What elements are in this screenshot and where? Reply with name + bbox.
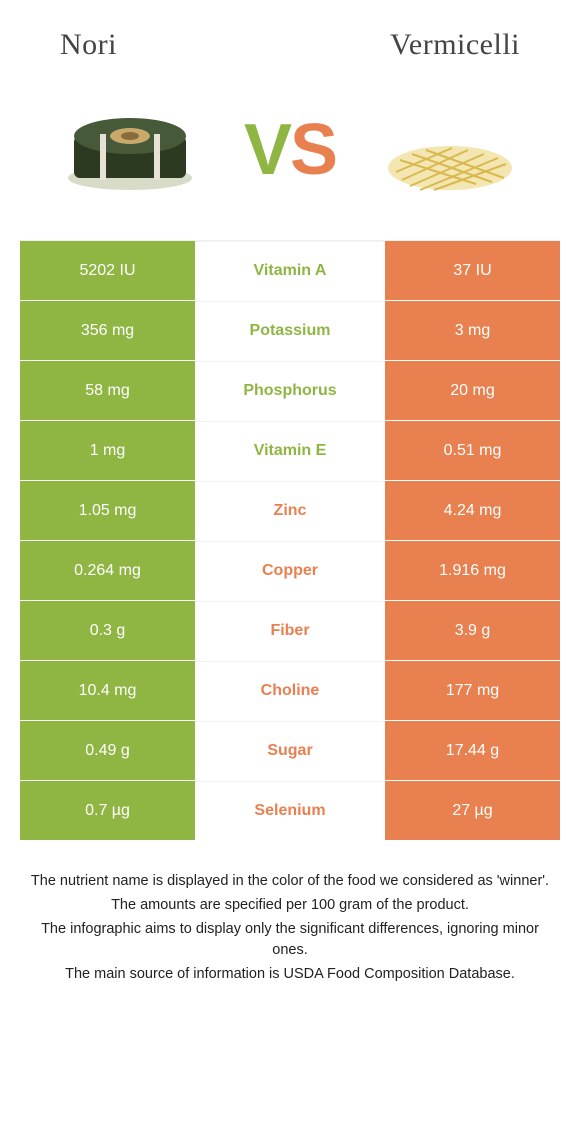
footnote-line: The amounts are specified per 100 gram o…: [30, 895, 550, 917]
comparison-table: 5202 IUVitamin A37 IU356 mgPotassium3 mg…: [20, 240, 560, 841]
table-row: 58 mgPhosphorus20 mg: [20, 361, 560, 421]
nutrient-label: Fiber: [195, 601, 385, 660]
title-left: Nori: [60, 28, 117, 62]
table-row: 1 mgVitamin E0.51 mg: [20, 421, 560, 481]
vs-label: VS: [244, 109, 336, 191]
header: Nori Vermicelli: [0, 0, 580, 80]
right-value: 27 µg: [385, 781, 560, 840]
left-value: 0.264 mg: [20, 541, 195, 600]
nutrient-label: Selenium: [195, 781, 385, 840]
vs-v: V: [244, 109, 290, 191]
right-value: 4.24 mg: [385, 481, 560, 540]
footnote-line: The infographic aims to display only the…: [30, 919, 550, 963]
nutrient-label: Choline: [195, 661, 385, 720]
nutrient-label: Sugar: [195, 721, 385, 780]
table-row: 10.4 mgCholine177 mg: [20, 661, 560, 721]
title-right: Vermicelli: [390, 28, 520, 62]
left-value: 58 mg: [20, 361, 195, 420]
right-value: 20 mg: [385, 361, 560, 420]
nutrient-label: Potassium: [195, 301, 385, 360]
right-value: 37 IU: [385, 241, 560, 300]
right-value: 1.916 mg: [385, 541, 560, 600]
left-value: 10.4 mg: [20, 661, 195, 720]
right-value: 0.51 mg: [385, 421, 560, 480]
nutrient-label: Vitamin E: [195, 421, 385, 480]
left-value: 0.49 g: [20, 721, 195, 780]
right-value: 177 mg: [385, 661, 560, 720]
footnote: The nutrient name is displayed in the co…: [30, 871, 550, 986]
nutrient-label: Vitamin A: [195, 241, 385, 300]
nutrient-label: Zinc: [195, 481, 385, 540]
left-value: 0.7 µg: [20, 781, 195, 840]
vs-s: S: [290, 109, 336, 191]
hero-row: VS: [0, 80, 580, 230]
footnote-line: The main source of information is USDA F…: [30, 964, 550, 986]
nutrient-label: Phosphorus: [195, 361, 385, 420]
left-value: 0.3 g: [20, 601, 195, 660]
nori-image: [60, 100, 200, 200]
left-value: 1.05 mg: [20, 481, 195, 540]
left-value: 356 mg: [20, 301, 195, 360]
right-value: 17.44 g: [385, 721, 560, 780]
left-value: 1 mg: [20, 421, 195, 480]
table-row: 0.49 gSugar17.44 g: [20, 721, 560, 781]
table-row: 0.7 µgSelenium27 µg: [20, 781, 560, 841]
vermicelli-image: [380, 100, 520, 200]
table-row: 0.3 gFiber3.9 g: [20, 601, 560, 661]
left-value: 5202 IU: [20, 241, 195, 300]
table-row: 5202 IUVitamin A37 IU: [20, 241, 560, 301]
table-row: 356 mgPotassium3 mg: [20, 301, 560, 361]
table-row: 1.05 mgZinc4.24 mg: [20, 481, 560, 541]
footnote-line: The nutrient name is displayed in the co…: [30, 871, 550, 893]
table-row: 0.264 mgCopper1.916 mg: [20, 541, 560, 601]
right-value: 3.9 g: [385, 601, 560, 660]
nutrient-label: Copper: [195, 541, 385, 600]
right-value: 3 mg: [385, 301, 560, 360]
